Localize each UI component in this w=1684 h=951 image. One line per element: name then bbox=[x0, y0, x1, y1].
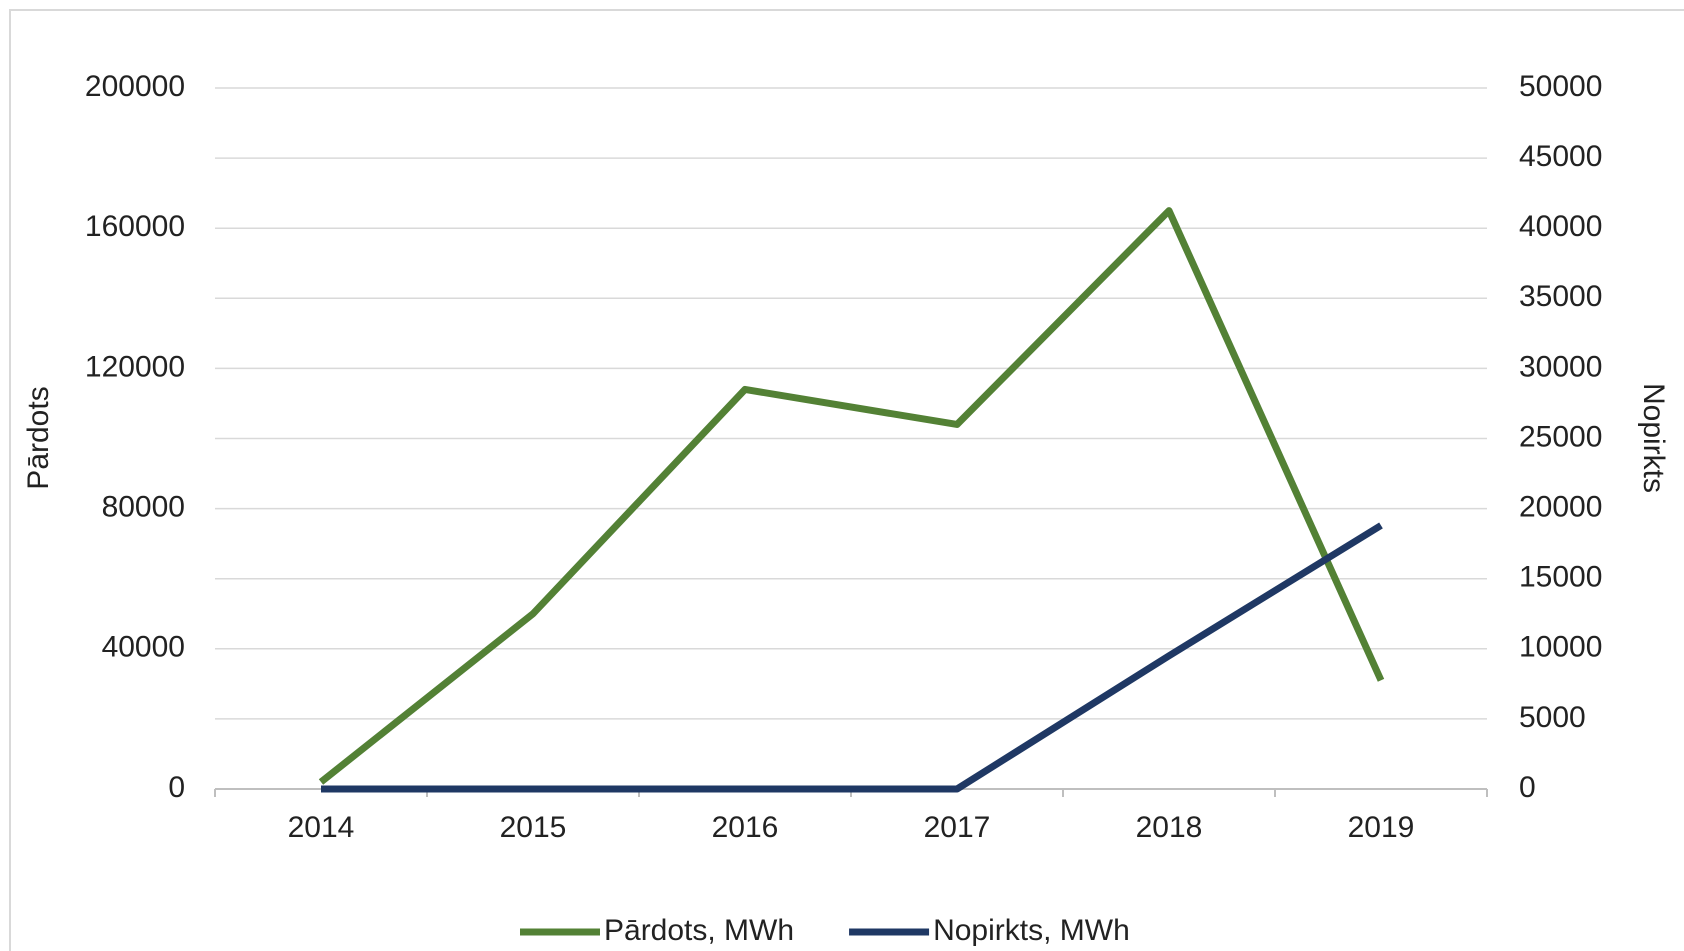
y2-tick-label: 20000 bbox=[1519, 491, 1602, 524]
y-tick-label: 200000 bbox=[85, 70, 185, 103]
y-tick-label: 40000 bbox=[102, 631, 185, 664]
x-tick-label: 2016 bbox=[712, 811, 779, 844]
chart-border bbox=[9, 9, 1684, 951]
y-tick-label: 0 bbox=[168, 771, 185, 804]
y-tick-label: 80000 bbox=[102, 491, 185, 524]
y2-tick-label: 30000 bbox=[1519, 350, 1602, 383]
y2-tick-label: 10000 bbox=[1519, 631, 1602, 664]
line-series bbox=[321, 522, 1383, 793]
y-tick-label: 120000 bbox=[85, 350, 185, 383]
y2-tick-label: 40000 bbox=[1519, 210, 1602, 243]
legend-label: Pārdots, MWh bbox=[604, 914, 794, 947]
y-axis-label: Pārdots bbox=[22, 386, 55, 489]
x-tick-label: 2014 bbox=[288, 811, 355, 844]
y2-tick-label: 45000 bbox=[1519, 140, 1602, 173]
x-tick-label: 2018 bbox=[1136, 811, 1203, 844]
y2-tick-label: 50000 bbox=[1519, 70, 1602, 103]
y2-tick-label: 35000 bbox=[1519, 280, 1602, 313]
x-tick-label: 2015 bbox=[500, 811, 567, 844]
y2-axis-label: Nopirkts bbox=[1637, 383, 1670, 493]
y2-tick-label: 5000 bbox=[1519, 701, 1586, 734]
legend-label: Nopirkts, MWh bbox=[933, 914, 1130, 947]
y-tick-label: 160000 bbox=[85, 210, 185, 243]
line-series bbox=[318, 207, 1385, 785]
x-tick-label: 2017 bbox=[924, 811, 991, 844]
x-tick-label: 2019 bbox=[1348, 811, 1415, 844]
y2-tick-label: 0 bbox=[1519, 771, 1536, 804]
y2-tick-label: 25000 bbox=[1519, 420, 1602, 453]
y2-tick-label: 15000 bbox=[1519, 561, 1602, 594]
